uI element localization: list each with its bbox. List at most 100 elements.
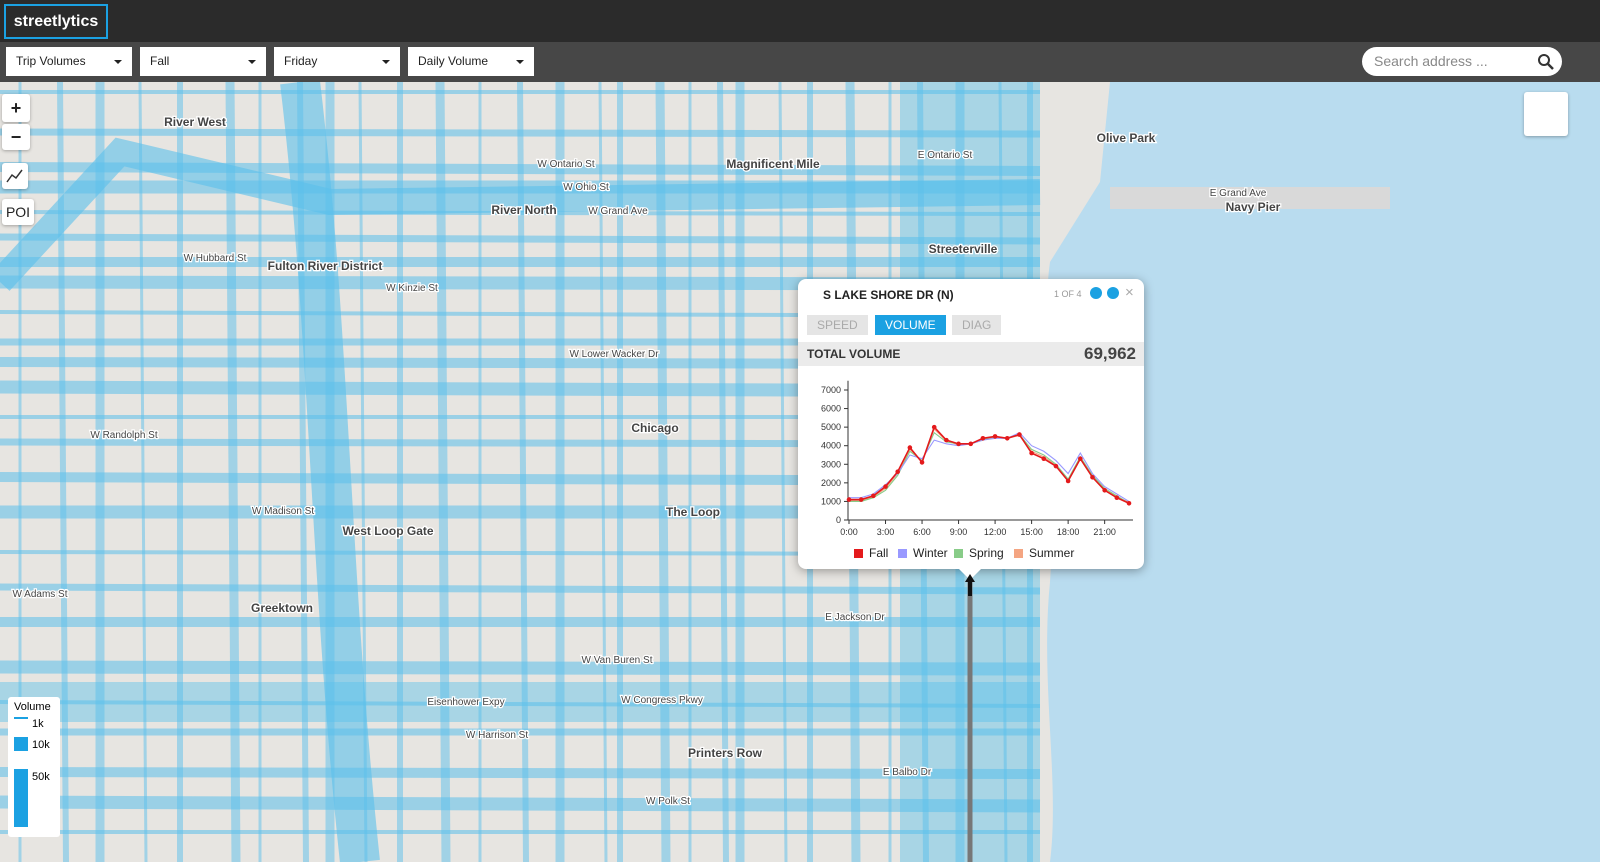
y-tick-label: 2000 (821, 478, 841, 488)
y-tick-label: 3000 (821, 459, 841, 469)
map-label: Fulton River District (268, 259, 383, 273)
dropdown[interactable]: Trip Volumes (6, 47, 132, 76)
data-point (1041, 456, 1047, 462)
data-point (956, 441, 961, 447)
map-label: W Polk St (646, 796, 690, 807)
map-label: E Balbo Dr (883, 767, 932, 778)
map-label: Printers Row (688, 746, 763, 760)
pager: 1 OF 4 (1054, 289, 1082, 299)
data-point (883, 484, 888, 489)
map-label: Chicago (631, 421, 678, 435)
road (0, 795, 1041, 813)
data-point (1065, 478, 1071, 484)
y-tick-label: 0 (836, 515, 841, 525)
dropdown[interactable]: Daily Volume (408, 47, 534, 76)
popup-pointer (958, 568, 982, 596)
data-point (1078, 456, 1083, 462)
close-button[interactable]: × (1125, 284, 1134, 301)
map-label: E Jackson Dr (825, 612, 885, 623)
road (0, 137, 1041, 291)
map-label: River North (491, 203, 556, 217)
map-label: E Grand Ave (1210, 188, 1267, 199)
tab[interactable]: VOLUME (875, 315, 946, 335)
dropdown[interactable]: Friday (274, 47, 400, 76)
road (778, 82, 788, 862)
series-line (849, 425, 1130, 505)
legend-label: Winter (913, 546, 948, 560)
data-point (919, 460, 925, 465)
legend-swatch (14, 737, 28, 751)
map-label: Streeterville (929, 242, 998, 256)
brand-logo[interactable]: streetlytics (4, 4, 108, 39)
chart-tool[interactable] (2, 163, 28, 189)
map-label: The Loop (666, 505, 720, 519)
data-point (1053, 463, 1059, 469)
data-point (1126, 500, 1132, 506)
road (280, 82, 380, 862)
map-label: W Adams St (12, 589, 67, 600)
map-label: W Kinzie St (386, 283, 438, 294)
data-point (1114, 495, 1120, 501)
volume-legend: Volume 1k 10k 50k (8, 697, 60, 837)
layers-button[interactable] (1524, 92, 1568, 136)
search-input[interactable]: Search address ... (1362, 47, 1562, 76)
legend-label: Spring (969, 546, 1004, 560)
road (717, 82, 729, 862)
map-label: W Congress Pkwy (621, 695, 703, 706)
tab[interactable]: DIAG (952, 315, 1002, 335)
y-tick-label: 1000 (821, 496, 841, 506)
legend-swatch (954, 549, 963, 558)
zoom-out[interactable]: − (2, 124, 30, 150)
road (0, 583, 1041, 595)
poi-button[interactable]: POI (2, 199, 34, 225)
road (225, 82, 241, 862)
tab[interactable]: SPEED (807, 315, 868, 335)
map-label: W Grand Ave (588, 206, 648, 217)
zoom-in[interactable]: + (2, 94, 30, 122)
search-icon[interactable] (1536, 52, 1556, 72)
data-point (846, 497, 852, 502)
legend-item: 1k (32, 718, 44, 730)
map-label: Navy Pier (1226, 200, 1281, 214)
prev-button[interactable] (1090, 287, 1102, 299)
dropdown[interactable]: Fall (140, 47, 266, 76)
next-button[interactable] (1107, 287, 1119, 299)
road-popup: S LAKE SHORE DR (N) 1 OF 4 × SPEED VOLUM… (798, 279, 1144, 569)
map-label: E Ontario St (918, 150, 973, 161)
map-label: West Loop Gate (342, 524, 433, 538)
x-tick-label: 15:00 (1020, 527, 1043, 537)
metric-label: TOTAL VOLUME (807, 347, 901, 361)
map-labels: River West River North Magnificent Mile Str… (11, 114, 1282, 809)
map-label: W Hubbard St (184, 253, 247, 264)
map-label: Olive Park (1097, 131, 1156, 145)
x-tick-label: 0:00 (840, 527, 858, 537)
data-point (858, 497, 864, 502)
legend-label: Summer (1029, 546, 1074, 560)
x-tick-label: 12:00 (984, 527, 1007, 537)
x-tick-label: 21:00 (1093, 527, 1116, 537)
x-tick-label: 9:00 (950, 527, 968, 537)
road (0, 660, 1041, 676)
map-label: W Van Buren St (582, 655, 653, 666)
y-tick-label: 6000 (821, 404, 841, 414)
data-point (992, 434, 998, 439)
x-tick-label: 6:00 (913, 527, 931, 537)
toolbar: Trip Volumes Fall Friday Daily Volume Se… (0, 42, 1600, 82)
map-label: W Ontario St (537, 159, 594, 170)
road-zone (0, 682, 1040, 722)
x-tick-label: 18:00 (1057, 527, 1080, 537)
data-point (931, 424, 937, 430)
legend-item: 10k (32, 739, 50, 751)
legend-title: Volume (14, 701, 51, 713)
legend-swatch (14, 717, 28, 719)
y-tick-label: 4000 (821, 441, 841, 451)
data-point (1090, 474, 1095, 480)
y-tick-label: 7000 (821, 385, 841, 395)
popup-title: S LAKE SHORE DR (N) (823, 288, 954, 302)
road (0, 767, 1041, 779)
map-label: Greektown (251, 601, 313, 615)
x-tick-label: 3:00 (877, 527, 895, 537)
metric-value: 69,962 (1084, 344, 1136, 363)
road (598, 82, 608, 862)
